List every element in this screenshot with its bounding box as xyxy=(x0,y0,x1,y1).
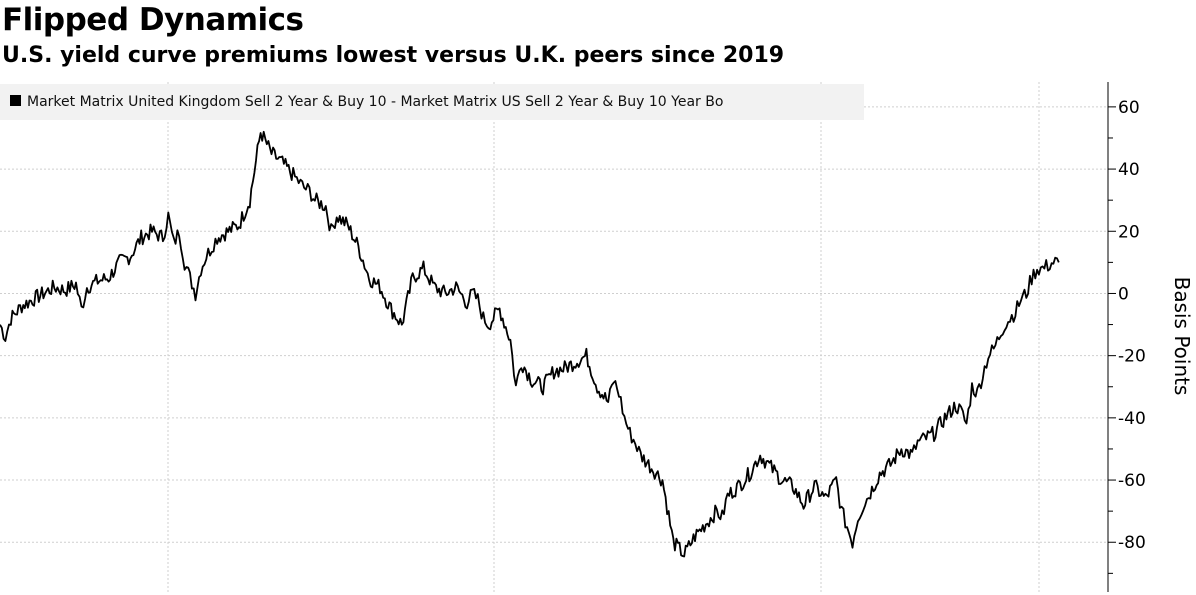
y-axis: 60 40 20 0 -20 -40 -60 -80 xyxy=(1107,82,1146,592)
series-line xyxy=(0,130,1060,558)
y-tick-label: 60 xyxy=(1118,98,1140,118)
y-tick-label: -60 xyxy=(1118,471,1146,491)
y-tick-label: -40 xyxy=(1118,409,1146,429)
y-tick-label: -80 xyxy=(1118,533,1146,553)
y-tick-label: -20 xyxy=(1118,347,1146,367)
gridlines xyxy=(0,82,1108,592)
legend: Market Matrix United Kingdom Sell 2 Year… xyxy=(0,84,864,120)
y-tick-label: 40 xyxy=(1118,160,1140,180)
legend-label: Market Matrix United Kingdom Sell 2 Year… xyxy=(27,94,723,110)
y-tick-label: 0 xyxy=(1118,284,1129,304)
chart-title: Flipped Dynamics xyxy=(2,2,304,38)
chart-subtitle: U.S. yield curve premiums lowest versus … xyxy=(2,43,785,68)
y-axis-label: Basis Points xyxy=(1170,277,1194,396)
y-tick-label: 20 xyxy=(1118,222,1140,242)
series-path xyxy=(0,130,1060,558)
